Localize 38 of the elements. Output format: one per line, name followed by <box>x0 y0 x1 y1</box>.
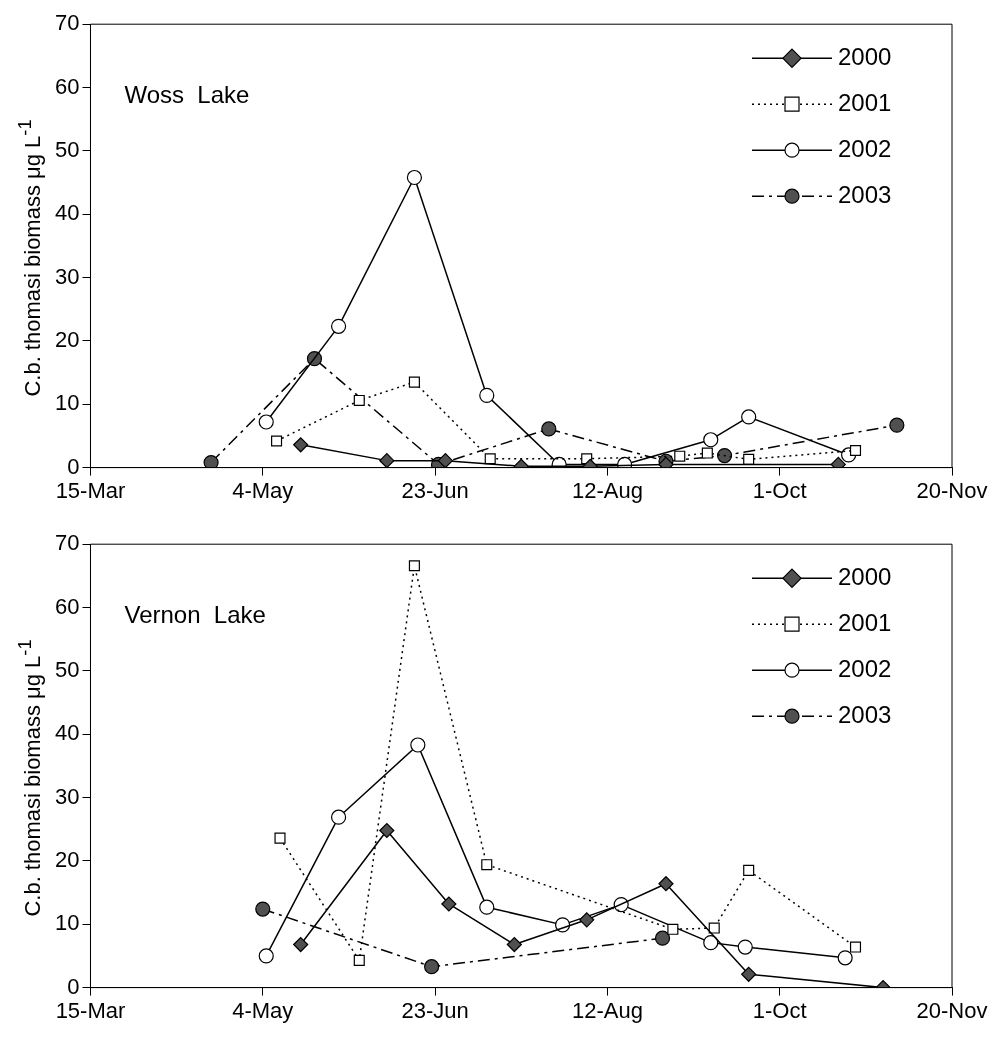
y-tick-label: 10 <box>54 910 80 936</box>
legend-label: 2003 <box>838 700 892 728</box>
legend-label: 2000 <box>838 42 892 70</box>
x-tick-label: 23-Jun <box>401 477 469 503</box>
x-tick-label: 12-Aug <box>571 477 643 503</box>
y-tick-label: 60 <box>54 73 80 99</box>
x-tick-label: 4-May <box>232 997 294 1023</box>
legend-label: 2000 <box>838 562 892 590</box>
y-tick-label: 50 <box>54 136 80 162</box>
x-tick-label: 4-May <box>232 477 294 503</box>
y-tick-label: 20 <box>54 846 80 872</box>
y-tick-label: 0 <box>67 453 80 479</box>
y-tick-label: 70 <box>54 10 80 36</box>
y-tick-label: 50 <box>54 656 80 682</box>
legend-label: 2001 <box>838 608 892 636</box>
y-tick-label: 0 <box>67 973 80 999</box>
y-tick-label: 40 <box>54 720 80 746</box>
x-tick-label: 20-Nov <box>916 997 988 1023</box>
text: Vernon Lake <box>124 600 266 628</box>
x-tick-label: 1-Oct <box>752 997 807 1023</box>
legend-label: 2002 <box>838 134 892 162</box>
y-tick-label: 60 <box>54 593 80 619</box>
x-tick-label: 20-Nov <box>916 477 988 503</box>
y-tick-label: 40 <box>54 200 80 226</box>
x-tick-label: 23-Jun <box>401 997 469 1023</box>
y-tick-label: 30 <box>54 263 80 289</box>
y-tick-label: 20 <box>54 326 80 352</box>
y-tick-label: 30 <box>54 783 80 809</box>
text: Woss Lake <box>124 80 250 108</box>
x-tick-label: 1-Oct <box>752 477 807 503</box>
x-tick-label: 15-Mar <box>55 997 126 1023</box>
legend-label: 2002 <box>838 654 892 682</box>
legend-label: 2001 <box>838 88 892 116</box>
legend-label: 2003 <box>838 180 892 208</box>
y-tick-label: 70 <box>54 530 80 556</box>
x-tick-label: 15-Mar <box>55 477 126 503</box>
x-tick-label: 12-Aug <box>571 997 643 1023</box>
y-tick-label: 10 <box>54 390 80 416</box>
